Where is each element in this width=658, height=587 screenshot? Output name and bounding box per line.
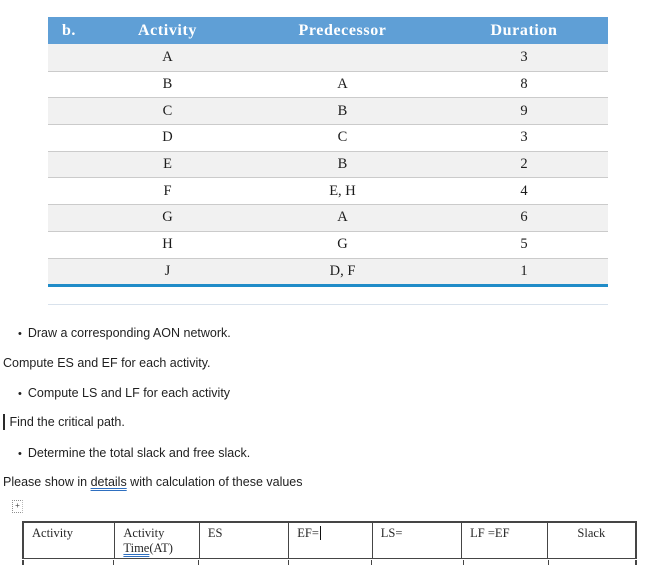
col-header-activity: Activity bbox=[137, 21, 197, 39]
cell-predecessor: A bbox=[337, 76, 348, 93]
calc-header-ls[interactable]: LS= bbox=[371, 523, 461, 558]
cell-activity: A bbox=[162, 48, 173, 65]
cell-duration: 5 bbox=[520, 236, 528, 253]
instruction-line[interactable]: Compute ES and EF for each activity. bbox=[3, 355, 211, 372]
instruction-text: Compute ES and EF for each activity. bbox=[3, 356, 211, 370]
instruction-line[interactable]: Please show in details with calculation … bbox=[3, 474, 303, 491]
text-cursor bbox=[319, 526, 322, 540]
calc-header-es[interactable]: ES bbox=[198, 523, 288, 558]
cell-duration: 3 bbox=[520, 129, 528, 146]
cell-duration: 1 bbox=[520, 262, 528, 279]
calc-header-activity[interactable]: Activity bbox=[32, 526, 73, 540]
calc-header-lf[interactable]: LF =EF bbox=[461, 523, 546, 558]
instruction-text: with calculation of these values bbox=[126, 475, 303, 489]
cell-predecessor: C bbox=[337, 129, 348, 146]
predecessor-table: b. Activity Predecessor Duration A 3 B A… bbox=[48, 17, 608, 288]
cell-duration: 8 bbox=[520, 76, 528, 93]
predecessor-table-body: A 3 B A 8 C B 9 D C 3 bbox=[48, 44, 608, 288]
col-header-predecessor: Predecessor bbox=[298, 21, 387, 39]
cell-predecessor: E, H bbox=[329, 182, 356, 199]
cell-predecessor: D, F bbox=[329, 262, 356, 279]
instruction-line[interactable]: • Compute LS and LF for each activity bbox=[18, 385, 230, 403]
cell-activity: C bbox=[162, 102, 173, 119]
cell-predecessor: A bbox=[337, 209, 348, 226]
table-row[interactable]: B A 8 bbox=[48, 70, 608, 98]
table-row[interactable]: E B 2 bbox=[48, 150, 608, 178]
activity-time-line1: Activity bbox=[123, 526, 165, 540]
cell-duration: 6 bbox=[520, 209, 528, 226]
bullet-marker: • bbox=[18, 448, 22, 460]
corner-label: b. bbox=[61, 21, 77, 39]
table-row[interactable]: J D, F 1 bbox=[48, 257, 608, 285]
cell-activity: B bbox=[162, 76, 173, 93]
table-gridline-remnant bbox=[48, 304, 608, 305]
activity-time-line2: Time(AT) bbox=[123, 541, 198, 556]
table-row[interactable]: C B 9 bbox=[48, 97, 608, 125]
grammar-underlined-word: Time bbox=[123, 541, 150, 555]
cell-duration: 3 bbox=[520, 48, 528, 65]
activity-time-rest: (AT) bbox=[149, 541, 173, 555]
grammar-underlined-word: details bbox=[90, 475, 127, 489]
cell-duration: 2 bbox=[520, 156, 528, 173]
ef-label: EF= bbox=[297, 526, 319, 540]
text-cursor bbox=[3, 414, 5, 430]
cell-activity: H bbox=[162, 236, 173, 253]
cell-duration: 9 bbox=[520, 102, 528, 119]
instruction-text: Determine the total slack and free slack… bbox=[27, 446, 251, 460]
col-header-duration: Duration bbox=[490, 21, 558, 39]
cell-predecessor: B bbox=[337, 156, 348, 173]
table-row[interactable]: F E, H 4 bbox=[48, 177, 608, 204]
table-row[interactable]: A 3 bbox=[48, 44, 608, 71]
instruction-line[interactable]: • Determine the total slack and free slac… bbox=[18, 445, 250, 463]
cell-predecessor: G bbox=[337, 236, 348, 253]
predecessor-table-header: b. Activity Predecessor Duration bbox=[48, 17, 608, 44]
instruction-line[interactable]: • Draw a corresponding AON network. bbox=[18, 325, 231, 343]
table-row[interactable]: H G 5 bbox=[48, 230, 608, 258]
cell-predecessor: B bbox=[337, 102, 348, 119]
bullet-marker: • bbox=[18, 388, 22, 400]
table-row[interactable]: G A 6 bbox=[48, 204, 608, 231]
cell-activity: G bbox=[162, 209, 173, 226]
cell-activity: F bbox=[163, 182, 172, 199]
cell-activity: J bbox=[164, 262, 171, 279]
instruction-text: Find the critical path. bbox=[9, 415, 125, 429]
instruction-text: Draw a corresponding AON network. bbox=[27, 326, 231, 340]
table-row[interactable]: D C 3 bbox=[48, 124, 608, 151]
table-move-handle-icon[interactable]: + bbox=[12, 500, 23, 513]
calc-header-slack[interactable]: Slack bbox=[546, 523, 635, 558]
calc-header-ef[interactable]: EF= bbox=[288, 523, 371, 558]
instruction-text: Please show in bbox=[3, 475, 91, 489]
calc-table: Activity Activity Time(AT) ES EF= LS= LF… bbox=[22, 521, 637, 559]
cell-activity: D bbox=[162, 129, 173, 146]
calc-header-activity-time[interactable]: Activity Time(AT) bbox=[114, 523, 198, 558]
bullet-marker: • bbox=[18, 328, 22, 340]
cell-duration: 4 bbox=[520, 182, 528, 199]
calc-table-next-row-stubs bbox=[22, 560, 637, 565]
cell-predecessor bbox=[245, 44, 440, 71]
instruction-line[interactable]: Find the critical path. bbox=[3, 414, 125, 431]
cell-activity: E bbox=[163, 156, 172, 173]
instruction-text: Compute LS and LF for each activity bbox=[27, 386, 231, 400]
